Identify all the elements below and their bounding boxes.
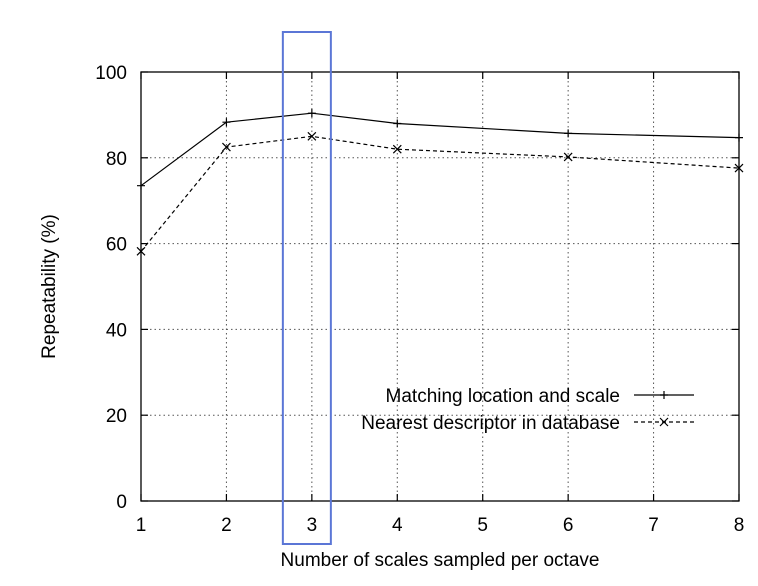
series-line — [140, 135, 740, 252]
grid-lines — [141, 72, 739, 501]
cross-marker — [136, 246, 146, 256]
legend-marker — [659, 417, 669, 427]
series-line — [140, 112, 740, 187]
highlight-box — [281, 31, 332, 545]
x-tick-label: 1 — [136, 515, 147, 536]
y-tick-label: 20 — [106, 406, 127, 427]
plus-marker — [735, 133, 743, 142]
series-2 — [136, 131, 744, 256]
plus-marker — [307, 109, 316, 118]
series-group — [136, 109, 744, 256]
y-axis-label: Repeatability (%) — [39, 214, 60, 359]
cross-marker — [563, 152, 573, 162]
legend-label: Matching location and scale — [386, 386, 620, 407]
x-tick-label: 2 — [221, 515, 232, 536]
x-tick-label: 4 — [392, 515, 403, 536]
x-tick-label: 8 — [734, 515, 745, 536]
plus-marker — [137, 181, 145, 190]
legend: Matching location and scale Nearest descr… — [361, 386, 694, 434]
plus-marker — [222, 118, 231, 127]
plus-marker — [564, 129, 573, 138]
cross-marker — [734, 163, 744, 173]
plot-frame — [140, 71, 740, 502]
y-tick-label: 100 — [95, 63, 127, 84]
x-tick-label: 7 — [648, 515, 659, 536]
y-tick-label: 60 — [106, 235, 127, 256]
cross-marker — [307, 131, 317, 141]
legend-marker — [660, 391, 668, 399]
plus-marker — [393, 119, 402, 128]
y-tick-label: 0 — [116, 492, 127, 513]
series-1 — [137, 109, 743, 190]
legend-label: Nearest descriptor in database — [361, 413, 620, 434]
y-tick-label: 80 — [106, 149, 127, 170]
cross-marker — [392, 144, 402, 154]
y-tick-label: 40 — [106, 320, 127, 341]
x-tick-label: 6 — [563, 515, 574, 536]
cross-marker — [222, 142, 231, 152]
x-tick-label: 5 — [477, 515, 488, 536]
x-tick-label: 3 — [307, 515, 318, 536]
x-axis-label: Number of scales sampled per octave — [281, 550, 600, 571]
